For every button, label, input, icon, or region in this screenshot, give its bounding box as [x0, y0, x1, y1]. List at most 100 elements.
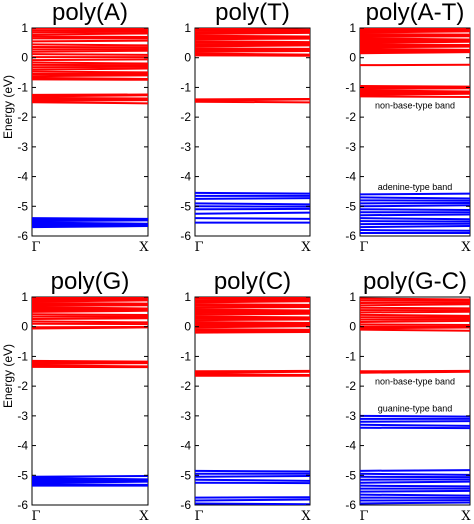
valence-band-line — [195, 315, 310, 319]
valence-band-line — [32, 61, 148, 65]
panel-title: poly(A) — [52, 0, 128, 26]
base-band-line — [195, 202, 310, 206]
y-tick-label: -4 — [345, 439, 356, 453]
valence-band-line — [360, 306, 470, 310]
y-tick-label: -1 — [180, 80, 191, 94]
y-tick-label: -6 — [345, 229, 356, 243]
valence-band-line — [360, 297, 470, 301]
y-tick-label: 0 — [21, 320, 28, 334]
y-tick-label: 0 — [184, 320, 191, 334]
plot-frame — [194, 27, 311, 237]
y-tick-label: -2 — [180, 110, 191, 124]
valence-band-line — [32, 326, 148, 330]
y-tick-label: -2 — [180, 379, 191, 393]
y-tick-label: -1 — [345, 349, 356, 363]
k-point-label: X — [301, 509, 311, 524]
y-tick-label: 1 — [184, 21, 191, 35]
valence-band-line — [360, 326, 470, 330]
base-band-line — [360, 213, 470, 217]
band-lines — [360, 28, 470, 235]
panel-title: poly(A-T) — [366, 0, 465, 26]
y-tick-label: -6 — [180, 498, 191, 512]
y-tick-label: -4 — [180, 170, 191, 184]
valence-band-line — [195, 370, 310, 374]
valence-band-line — [195, 312, 310, 316]
k-point-label: Γ — [194, 240, 203, 255]
valence-band-line — [32, 304, 148, 307]
y-tick-label: -6 — [180, 229, 191, 243]
base-band-line — [360, 480, 470, 484]
valence-band-line — [195, 318, 310, 322]
y-tick-label: 0 — [21, 51, 28, 65]
base-band-line — [195, 502, 310, 505]
valence-band-line — [32, 67, 148, 71]
band-lines — [360, 297, 470, 505]
valence-band-line — [195, 50, 310, 53]
band-lines — [32, 297, 148, 487]
y-tick-label: -1 — [17, 349, 28, 363]
y-tick-label: -3 — [17, 140, 28, 154]
y-tick-label: 1 — [21, 290, 28, 304]
valence-band-line — [32, 53, 148, 56]
valence-band-line — [32, 299, 148, 303]
valence-band-line — [32, 317, 148, 320]
band-annotation: non-base-type band — [375, 100, 455, 110]
base-band-line — [195, 197, 310, 200]
base-band-line — [360, 472, 470, 476]
plot-frame — [31, 296, 149, 506]
band-lines — [32, 28, 148, 229]
y-tick-label: -2 — [17, 379, 28, 393]
panel-title: poly(G-C) — [363, 268, 467, 295]
y-tick-label: -5 — [345, 468, 356, 482]
k-point-label: X — [139, 509, 149, 524]
base-band-line — [360, 217, 470, 221]
k-point-label: Γ — [359, 240, 368, 255]
band-annotation: non-base-type band — [375, 377, 455, 387]
valence-band-line — [360, 30, 470, 34]
valence-band-line — [32, 70, 148, 74]
y-tick-label: 0 — [349, 51, 356, 65]
base-band-line — [32, 480, 148, 484]
y-tick-label: 0 — [184, 51, 191, 65]
y-tick-label: -1 — [17, 80, 28, 94]
base-band-line — [360, 196, 470, 200]
k-point-label: X — [139, 240, 149, 255]
base-band-line — [195, 498, 310, 502]
valence-band-line — [195, 34, 310, 38]
base-band-line — [32, 219, 148, 223]
valence-band-line — [32, 35, 148, 39]
base-band-line — [195, 475, 310, 478]
y-tick-label: -5 — [345, 199, 356, 213]
valence-band-line — [32, 43, 148, 47]
valence-band-line — [32, 309, 148, 313]
valence-band-line — [32, 74, 148, 78]
y-tick-label: 1 — [349, 290, 356, 304]
valence-band-line — [360, 310, 470, 314]
band-annotation: adenine-type band — [378, 182, 453, 192]
base-band-line — [195, 191, 310, 195]
y-tick-label: -2 — [17, 110, 28, 124]
valence-band-line — [195, 328, 310, 331]
valence-band-line — [195, 100, 310, 104]
valence-band-line — [360, 328, 470, 332]
y-tick-label: -4 — [17, 439, 28, 453]
valence-band-line — [195, 330, 310, 334]
base-band-line — [360, 489, 470, 493]
base-band-line — [360, 229, 470, 232]
y-tick-label: -5 — [17, 468, 28, 482]
valence-band-line — [195, 308, 310, 312]
base-band-line — [360, 484, 470, 488]
valence-band-line — [32, 320, 148, 324]
y-axis-label: Energy (eV) — [1, 75, 15, 139]
y-tick-label: -5 — [17, 199, 28, 213]
valence-band-line — [360, 35, 470, 38]
valence-band-line — [195, 325, 310, 329]
valence-band-line — [360, 51, 470, 55]
base-band-line — [360, 501, 470, 505]
valence-band-line — [195, 305, 310, 309]
panel-title: poly(T) — [215, 0, 290, 26]
